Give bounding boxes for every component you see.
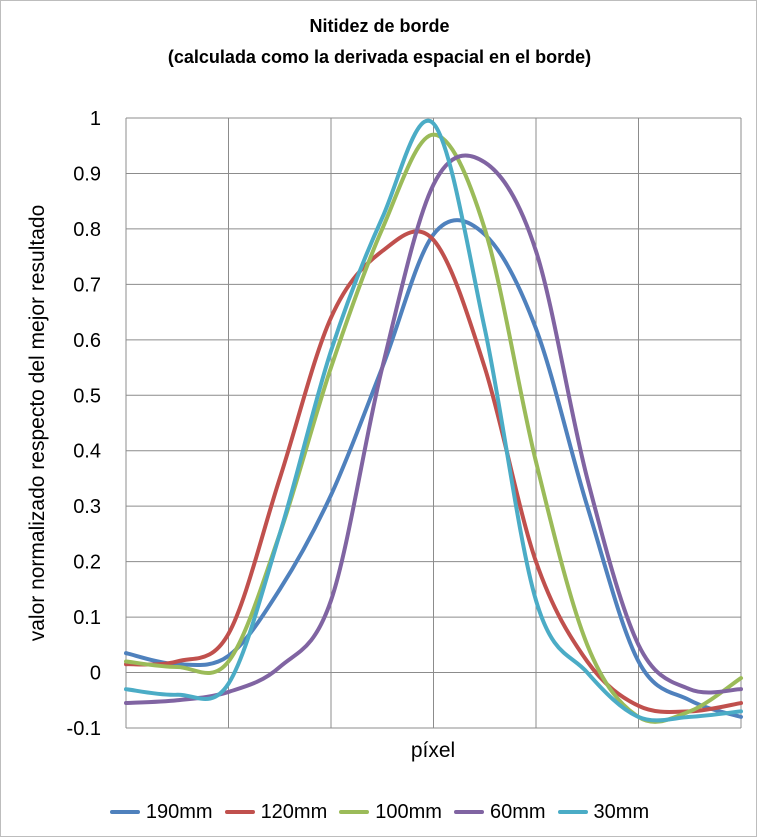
y-tick-label: 0.2: [73, 552, 101, 574]
legend-swatch: [339, 810, 370, 814]
chart-subtitle: (calculada como la derivada espacial en …: [167, 47, 592, 67]
y-axis-label: valor normalizado respecto del mejor res…: [26, 205, 49, 642]
series-line-100mm: [124, 132, 743, 724]
y-tick-label: -0.1: [67, 718, 101, 740]
legend: 190mm 120mm 100mm 60mm 30mm: [0, 796, 759, 828]
legend-label: 100mm: [375, 800, 442, 823]
grid-lines: [125, 117, 742, 729]
y-tick-label: 0.9: [73, 163, 101, 185]
legend-label: 190mm: [145, 800, 213, 823]
legend-swatch: [557, 810, 588, 814]
y-tick-labels: -0.1 0 0.1 0.2 0.3 0.4 0.5 0.6 0.7 0.8 0.9 1: [67, 108, 101, 740]
series-lines: [124, 118, 743, 724]
y-tick-label: 0: [90, 663, 101, 685]
legend-swatch: [109, 810, 140, 814]
y-tick-label: 0.3: [73, 496, 101, 518]
legend-item-60mm: 60mm: [453, 800, 546, 824]
series-line-60mm: [124, 153, 743, 706]
legend-label: 30mm: [593, 800, 650, 823]
series-line-120mm: [124, 229, 743, 715]
y-tick-label: 0.5: [73, 385, 101, 407]
y-tick-label: 0.6: [73, 330, 101, 352]
x-axis-label: píxel: [411, 739, 455, 762]
legend-label: 60mm: [489, 800, 546, 823]
legend-swatch: [453, 810, 484, 814]
y-tick-label: 0.4: [73, 441, 101, 463]
y-tick-label: 1: [90, 108, 101, 130]
legend-item-100mm: 100mm: [339, 801, 442, 824]
legend-item-30mm: 30mm: [557, 800, 650, 824]
y-tick-label: 0.8: [73, 219, 101, 241]
legend-item-120mm: 120mm: [224, 800, 328, 824]
series-line-30mm: [124, 118, 743, 723]
legend-label: 120mm: [260, 800, 328, 823]
y-tick-label: 0.7: [73, 274, 101, 296]
legend-swatch: [224, 810, 255, 814]
chart-title: Nitidez de borde: [309, 16, 450, 36]
y-tick-label: 0.1: [73, 607, 101, 629]
legend-item-190mm: 190mm: [109, 800, 213, 824]
